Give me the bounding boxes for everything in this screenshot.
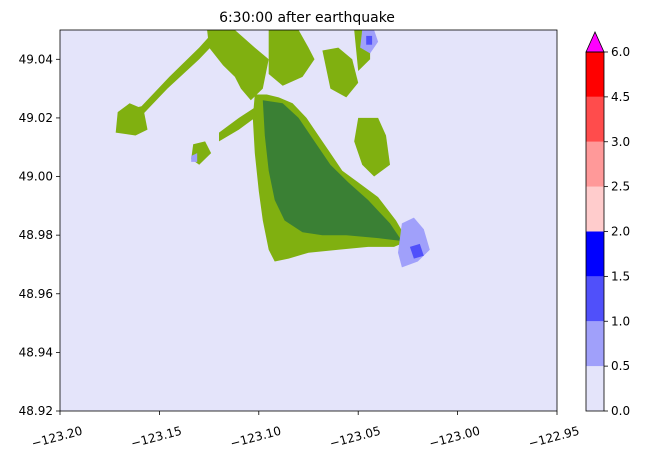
y-tick-label: 49.04 (19, 52, 53, 66)
wave-layer (191, 30, 430, 268)
wave-east-shore-flood-core (409, 243, 424, 259)
land-east-land-patches (354, 117, 390, 177)
colorbar-tick-label: 0.5 (611, 359, 630, 373)
colorbar-tick-label: 0.0 (611, 404, 630, 418)
land-north-strip (207, 30, 269, 101)
colorbar-tick-label: 1.5 (611, 269, 630, 283)
colorbar-segment (586, 96, 604, 142)
wave-small-west-flood (191, 153, 198, 162)
colorbar-segment (586, 276, 604, 322)
y-tick-label: 48.92 (19, 404, 53, 418)
x-axis: −123.20 −123.15 −123.10 −123.05 −123.00 −122.… (30, 411, 581, 451)
land-middle-spit (219, 106, 259, 142)
plot-frame (59, 29, 558, 412)
colorbar-segment (586, 186, 604, 232)
x-tick-label: −123.20 (30, 424, 84, 451)
x-tick-label: −122.95 (527, 424, 581, 451)
colorbar-tick-label: 1.0 (611, 314, 630, 328)
land-peninsula-high-ground (262, 100, 402, 241)
x-tick-label: −123.15 (129, 424, 183, 451)
land-west-island (115, 103, 148, 136)
land-north-central-land (322, 47, 359, 98)
y-tick-label: 48.94 (19, 345, 53, 359)
colorbar-segment (586, 321, 604, 367)
y-tick-label: 48.96 (19, 287, 53, 301)
x-tick-label: −123.10 (229, 424, 283, 451)
colorbar-tick-label: 4.5 (611, 90, 630, 104)
colorbar-segment (586, 141, 604, 187)
y-tick-label: 49.02 (19, 111, 53, 125)
land-layer (115, 30, 408, 262)
land-north-east-land (268, 30, 315, 86)
colorbar-tick-label: 2.0 (611, 225, 630, 239)
colorbar-tick-label: 6.0 (611, 45, 630, 59)
y-axis: 48.92 48.94 48.96 48.98 49.00 49.02 49.04 (19, 52, 60, 418)
x-tick-label: −123.05 (328, 424, 382, 451)
colorbar-tick-label: 2.5 (611, 180, 630, 194)
x-tick-label: −123.00 (428, 424, 482, 451)
y-tick-label: 49.00 (19, 170, 53, 184)
colorbar-segment (586, 231, 604, 277)
colorbar-segment (586, 366, 604, 411)
colorbar-segment (586, 52, 604, 97)
plot-area (59, 29, 558, 412)
y-tick-label: 48.98 (19, 228, 53, 242)
wave-north-flood-core (366, 35, 373, 45)
land-diagonal-strip (129, 30, 227, 118)
colorbar-extend-triangle (585, 31, 605, 53)
chart-title: 6:30:00 after earthquake (219, 10, 395, 26)
colorbar-tick-label: 3.0 (611, 135, 630, 149)
colorbar: 0.0 0.5 1.0 1.5 2.0 2.5 3.0 4.5 6.0 (585, 31, 630, 418)
